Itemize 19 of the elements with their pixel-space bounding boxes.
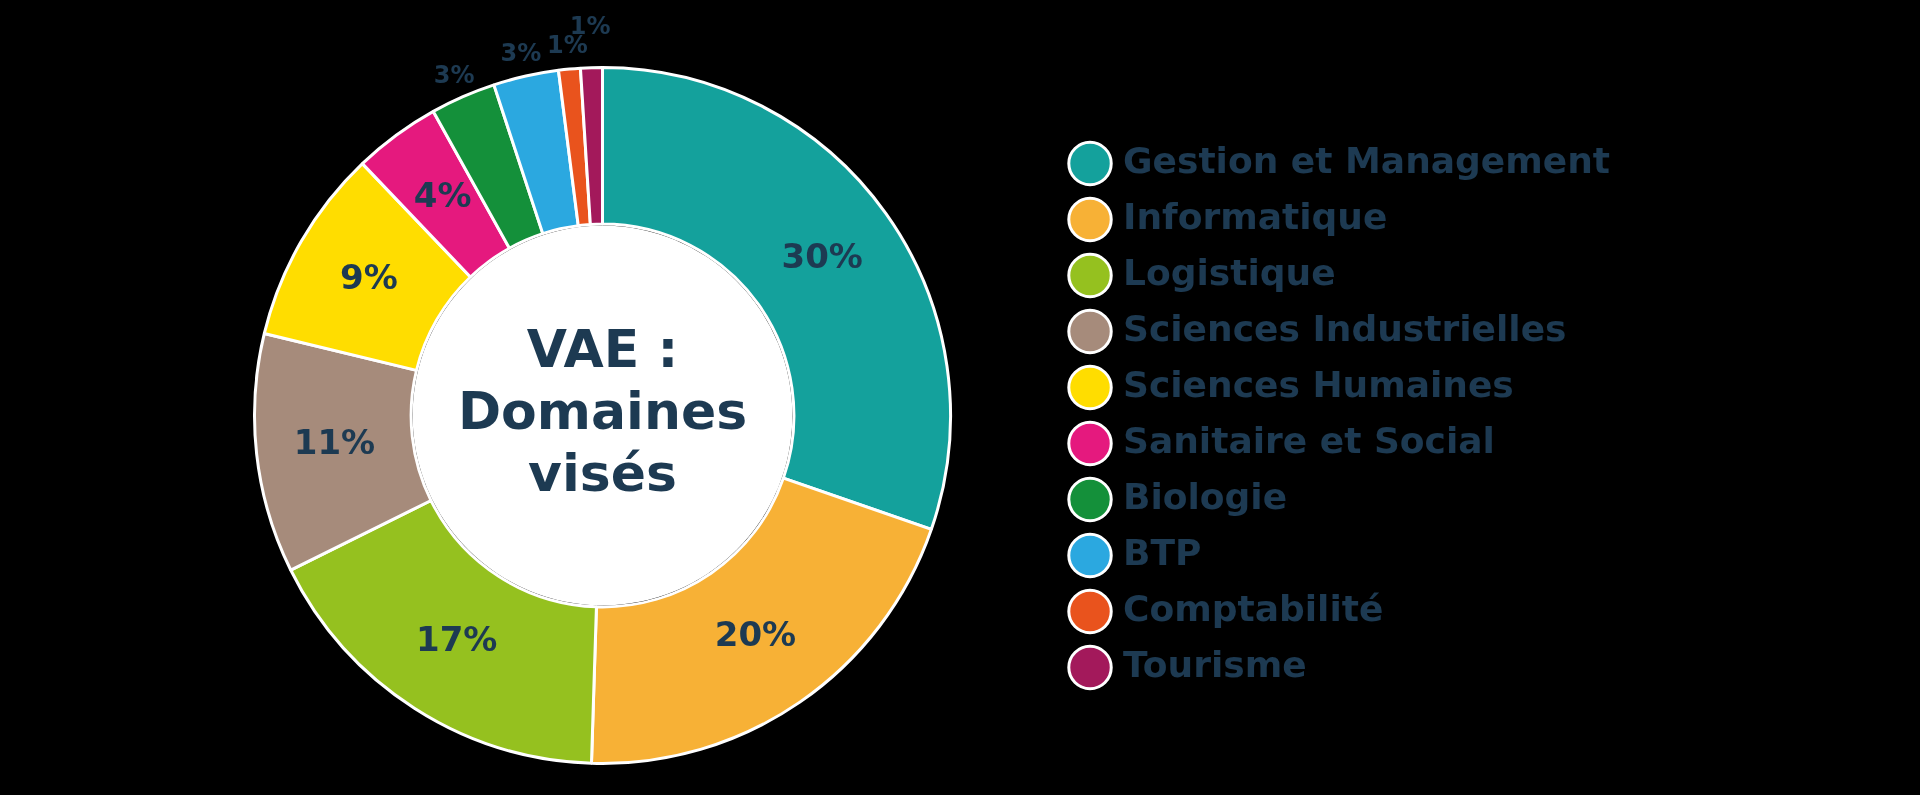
legend-label: Tourisme bbox=[1123, 643, 1307, 685]
legend-label: Sciences Humaines bbox=[1123, 363, 1514, 405]
legend-label: Sciences Industrielles bbox=[1123, 307, 1567, 349]
data-label: 3% bbox=[500, 38, 542, 67]
data-label: 11% bbox=[293, 422, 376, 463]
legend-label: Biologie bbox=[1123, 475, 1288, 517]
legend-label: Sanitaire et Social bbox=[1123, 419, 1495, 461]
legend-label: Comptabilité bbox=[1123, 587, 1384, 629]
legend-label: Logistique bbox=[1123, 251, 1336, 293]
legend-label: Informatique bbox=[1123, 195, 1388, 237]
data-label: 4% bbox=[413, 175, 472, 216]
text: VAE : Domaines visés bbox=[457, 319, 748, 504]
legend-label: BTP bbox=[1123, 531, 1202, 573]
data-label: 20% bbox=[714, 614, 797, 655]
data-label: 30% bbox=[781, 235, 863, 276]
data-label: 9% bbox=[340, 257, 398, 298]
legend-label: Gestion et Management bbox=[1123, 139, 1610, 181]
data-label: 17% bbox=[416, 619, 498, 660]
data-label: 3% bbox=[433, 60, 475, 89]
